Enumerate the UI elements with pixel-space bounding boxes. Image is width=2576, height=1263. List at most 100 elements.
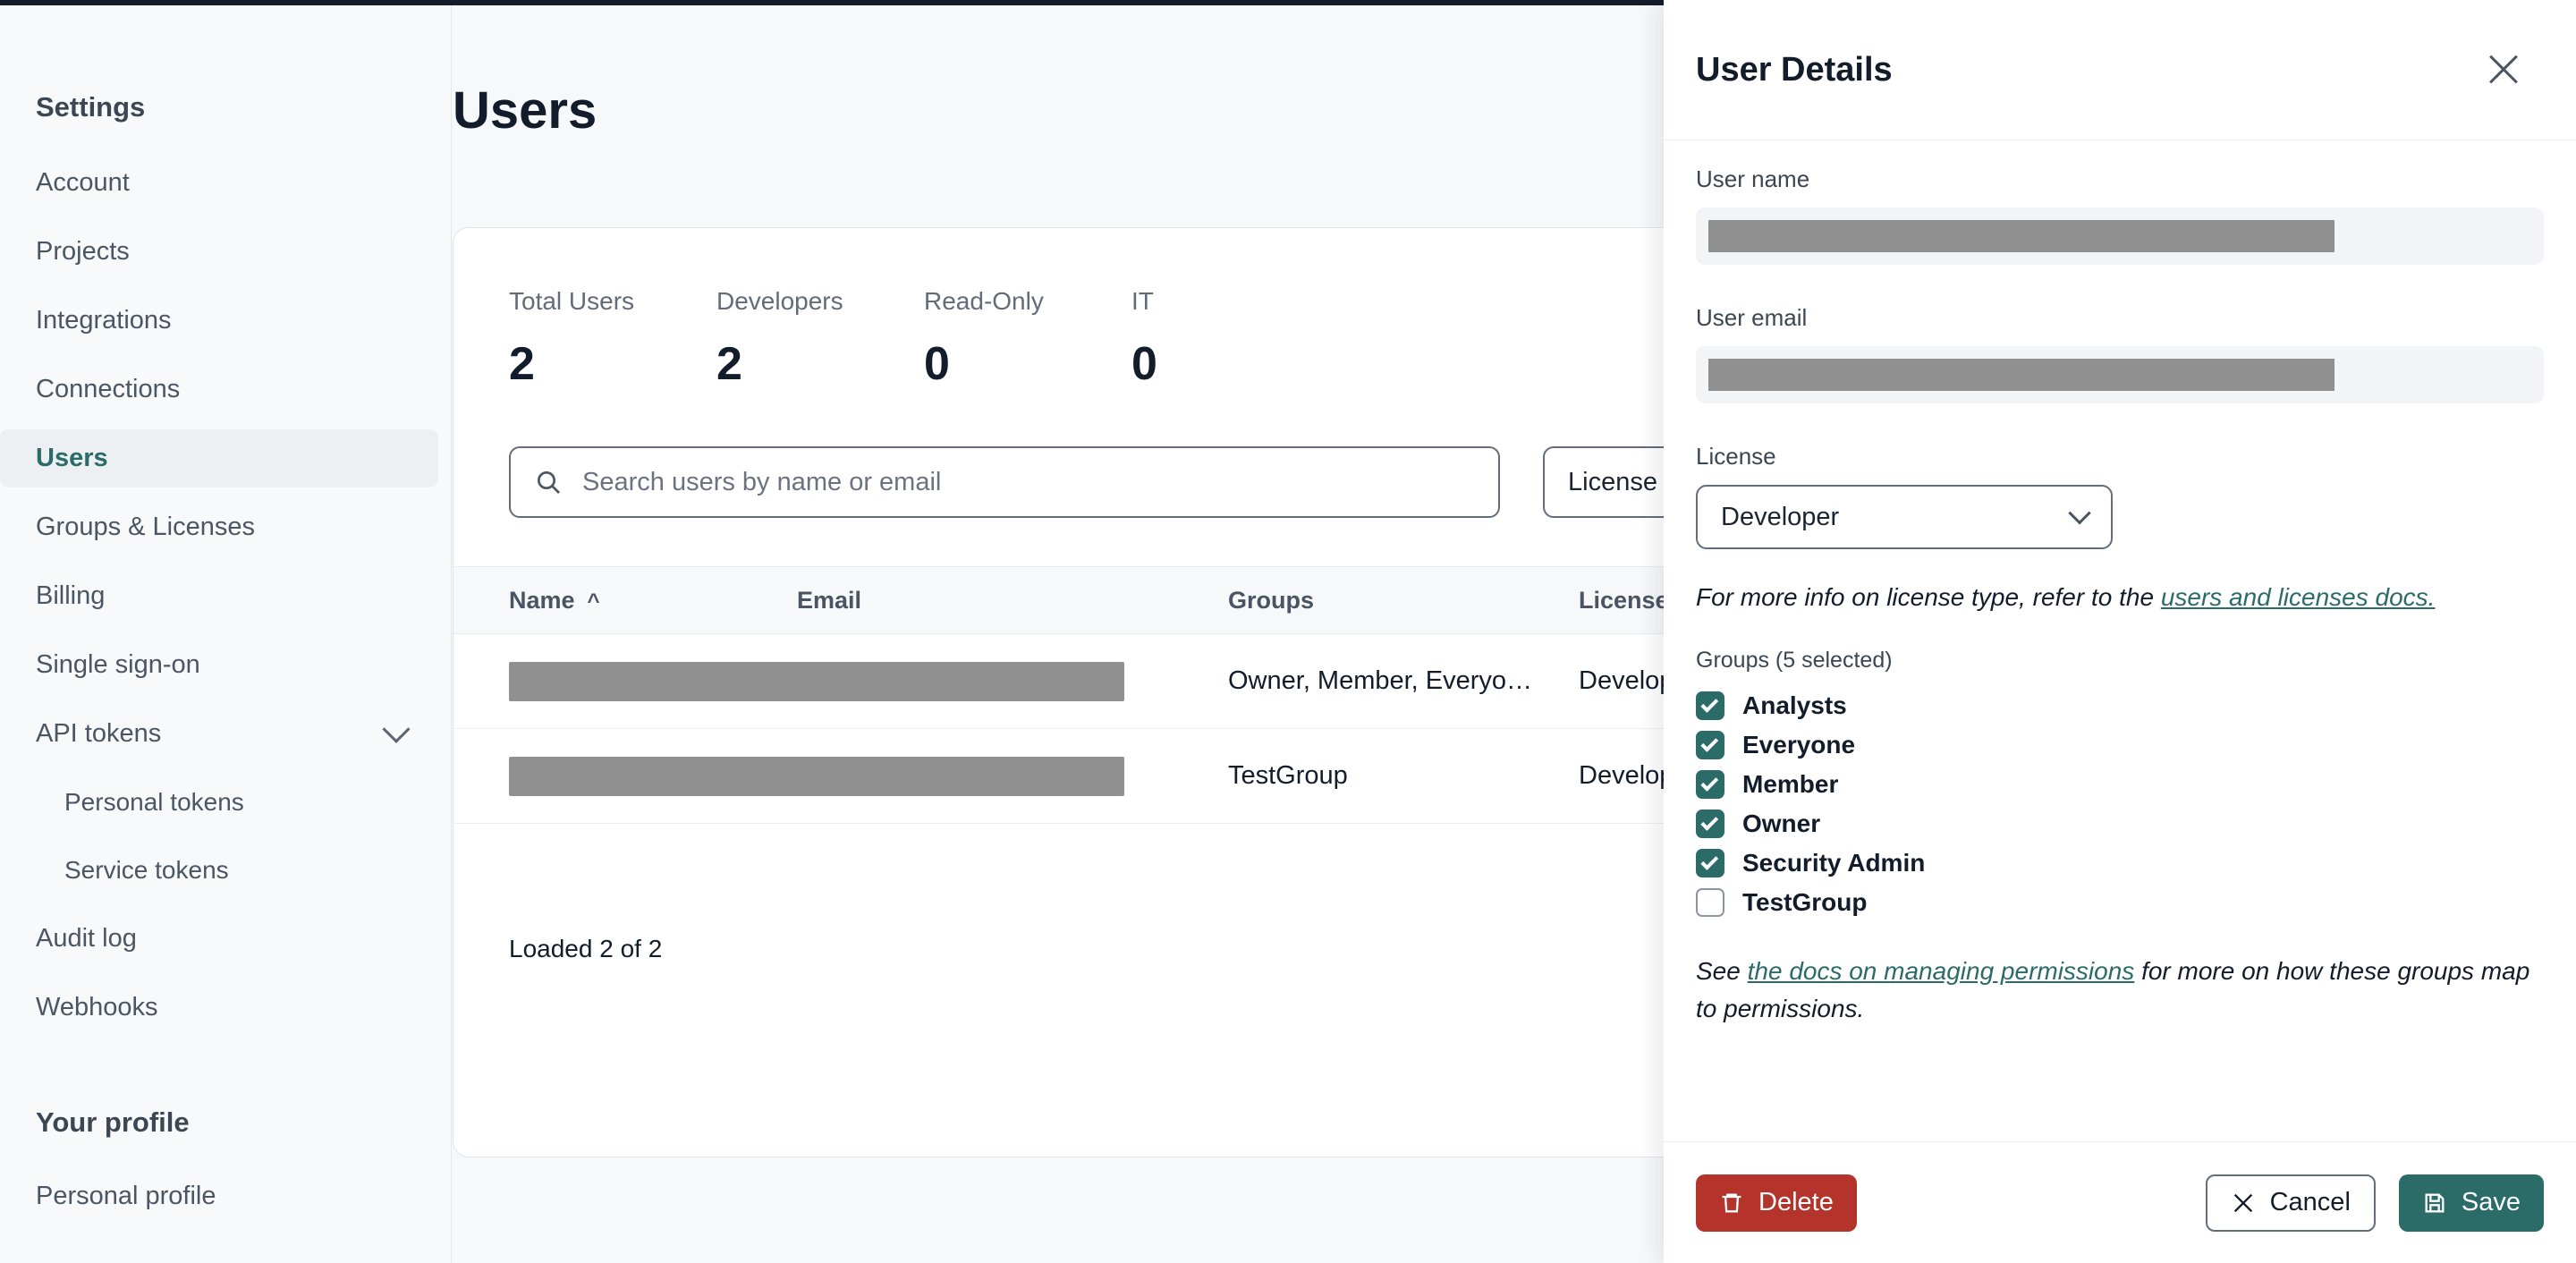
sidebar-item-audit-log[interactable]: Audit log	[0, 910, 438, 968]
search-icon	[534, 468, 563, 496]
cell-name	[453, 756, 1124, 796]
settings-sidebar: Settings Account Projects Integrations Conn…	[0, 5, 452, 1263]
license-select[interactable]: Developer	[1696, 485, 2113, 549]
groups-label: Groups (5 selected)	[1696, 648, 1893, 673]
sidebar-item-webhooks[interactable]: Webhooks	[0, 979, 438, 1037]
permissions-note: See the docs on managing permissions for…	[1696, 953, 2544, 1028]
column-header-name[interactable]: Name ^	[453, 587, 797, 615]
sidebar-item-label: Single sign-on	[36, 650, 200, 679]
perm-note-prefix: See	[1696, 957, 1748, 985]
column-header-email[interactable]: Email	[797, 586, 862, 614]
checkbox-checked-icon[interactable]	[1696, 770, 1724, 799]
group-checkbox-row[interactable]: Security Admin	[1696, 843, 2544, 883]
table-header-row: Name ^ Email Groups License	[453, 566, 1664, 634]
sidebar-item-label: Integrations	[36, 306, 172, 335]
cell-groups: TestGroup	[1228, 761, 1348, 790]
trash-icon	[1719, 1191, 1744, 1216]
checkbox-unchecked-icon[interactable]	[1696, 888, 1724, 917]
drawer-title: User Details	[1696, 50, 1893, 89]
delete-button-label: Delete	[1758, 1188, 1834, 1216]
table-row[interactable]: TestGroup Developer	[453, 729, 1664, 824]
check-icon	[1700, 773, 1719, 792]
sidebar-profile-heading: Your profile	[36, 1106, 190, 1138]
check-icon	[1700, 852, 1719, 870]
sidebar-item-connections[interactable]: Connections	[0, 360, 438, 419]
cell-name	[453, 661, 1124, 701]
stat-value: 0	[924, 338, 950, 390]
redacted-user-name	[1708, 220, 2334, 252]
sidebar-item-billing[interactable]: Billing	[0, 567, 438, 625]
checkbox-checked-icon[interactable]	[1696, 810, 1724, 838]
stat-label: Total Users	[509, 287, 635, 315]
sidebar-item-label: Webhooks	[36, 993, 158, 1021]
cell-license: Developer	[1579, 761, 1664, 790]
sidebar-item-label: Users	[36, 444, 108, 472]
sidebar-item-personal-profile[interactable]: Personal profile	[0, 1167, 438, 1225]
column-header-label: Name	[509, 586, 575, 614]
close-icon[interactable]	[2483, 49, 2524, 90]
column-header-groups[interactable]: Groups	[1228, 586, 1315, 614]
sidebar-item-single-sign-on[interactable]: Single sign-on	[0, 636, 438, 694]
x-icon	[2231, 1191, 2256, 1216]
sidebar-item-label: Personal profile	[36, 1182, 216, 1210]
sidebar-item-projects[interactable]: Projects	[0, 223, 438, 281]
delete-button[interactable]: Delete	[1696, 1174, 1857, 1232]
sidebar-item-api-tokens[interactable]: API tokens	[0, 705, 438, 763]
check-icon	[1700, 694, 1719, 713]
users-and-licenses-docs-link[interactable]: users and licenses docs.	[2160, 583, 2436, 611]
sidebar-heading: Settings	[36, 91, 146, 123]
cancel-button[interactable]: Cancel	[2205, 1174, 2376, 1232]
license-help-text: For more info on license type, refer to …	[1696, 583, 2544, 612]
group-label: Everyone	[1742, 731, 1856, 759]
checkbox-checked-icon[interactable]	[1696, 849, 1724, 877]
group-checkbox-row[interactable]: Member	[1696, 765, 2544, 804]
filters-row: Search users by name or email License	[453, 391, 1664, 518]
group-checkbox-row[interactable]: Everyone	[1696, 725, 2544, 765]
sidebar-item-account[interactable]: Account	[0, 154, 438, 212]
sidebar-item-groups-licenses[interactable]: Groups & Licenses	[0, 498, 438, 556]
chevron-down-icon[interactable]	[382, 715, 411, 743]
stat-label: Read-Only	[924, 287, 1044, 315]
sidebar-item-label: Audit log	[36, 924, 137, 953]
stat-developers: Developers 2	[716, 287, 924, 391]
chevron-down-icon	[2068, 502, 2091, 525]
stat-value: 2	[509, 338, 535, 390]
group-checkbox-row[interactable]: Owner	[1696, 804, 2544, 843]
redacted-name	[509, 756, 1124, 796]
user-name-label: User name	[1696, 165, 1810, 192]
sidebar-item-label: Groups & Licenses	[36, 513, 256, 541]
stats-row: Total Users 2 Developers 2 Read-Only 0 I…	[453, 228, 1664, 391]
sidebar-item-personal-tokens[interactable]: Personal tokens	[0, 774, 438, 831]
license-filter-dropdown[interactable]: License	[1543, 446, 1664, 518]
search-input[interactable]: Search users by name or email	[509, 446, 1500, 518]
checkbox-checked-icon[interactable]	[1696, 731, 1724, 759]
user-name-field[interactable]	[1696, 208, 2544, 265]
sidebar-item-label: Account	[36, 168, 130, 197]
checkbox-checked-icon[interactable]	[1696, 691, 1724, 720]
perm-note-suffix: for more on how these groups map to perm…	[1696, 957, 2530, 1022]
redacted-user-email	[1708, 359, 2334, 391]
managing-permissions-docs-link[interactable]: the docs on managing permissions	[1747, 957, 2135, 985]
user-email-label: User email	[1696, 304, 1808, 331]
stat-total-users: Total Users 2	[509, 287, 716, 391]
table-row[interactable]: Owner, Member, Everyo… Developer	[453, 634, 1664, 729]
license-label: License	[1696, 443, 1776, 470]
sidebar-item-users[interactable]: Users	[0, 429, 438, 487]
save-button-label: Save	[2461, 1188, 2521, 1216]
cell-license: Developer	[1579, 666, 1664, 695]
column-header-license[interactable]: License	[1579, 586, 1664, 614]
user-email-field[interactable]	[1696, 346, 2544, 403]
save-button[interactable]: Save	[2398, 1174, 2544, 1232]
stat-value: 0	[1131, 338, 1157, 390]
stat-value: 2	[716, 338, 742, 390]
sidebar-item-service-tokens[interactable]: Service tokens	[0, 842, 438, 899]
group-checkbox-row[interactable]: Analysts	[1696, 686, 2544, 725]
group-checkbox-row[interactable]: TestGroup	[1696, 883, 2544, 922]
search-placeholder: Search users by name or email	[582, 467, 942, 496]
sidebar-item-label: Personal tokens	[64, 788, 244, 816]
group-label: Analysts	[1742, 691, 1847, 719]
user-details-drawer: User Details User name User email Licens…	[1664, 0, 2576, 1263]
stat-it: IT 0	[1131, 287, 1339, 391]
group-label: Member	[1742, 770, 1839, 798]
sidebar-item-integrations[interactable]: Integrations	[0, 292, 438, 350]
